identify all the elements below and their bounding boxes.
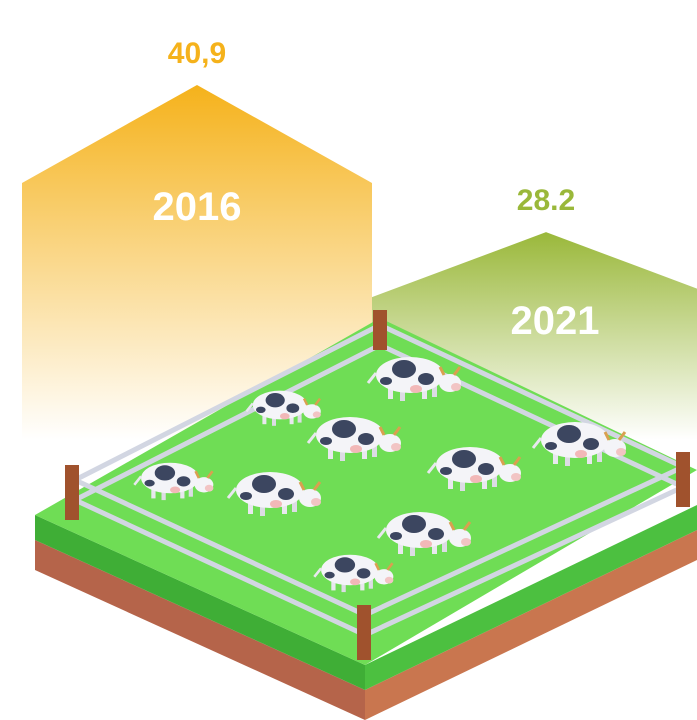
infographic: 40,9 2016 28.2 2021: [0, 0, 697, 720]
category-label: 2021: [511, 299, 600, 343]
value-label: 40,9: [168, 37, 226, 70]
category-label: 2016: [153, 185, 242, 229]
value-label: 28.2: [517, 184, 575, 217]
page: {"chart_data": {"type": "bar", "categori…: [0, 0, 697, 720]
